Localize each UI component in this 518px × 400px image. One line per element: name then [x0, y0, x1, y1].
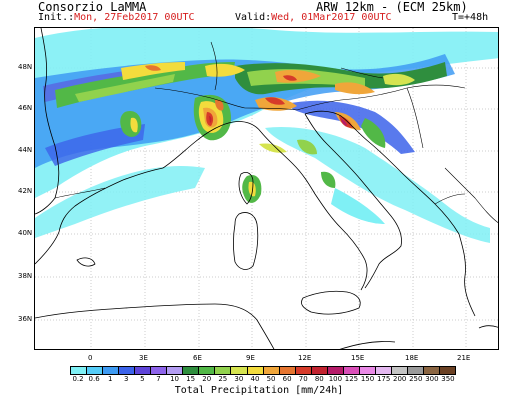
lon-label-6e: 6E	[193, 354, 202, 362]
colorbar-tick-labels: 0.2 0.6 1 3 5 7 10 15 20 25 30 40 50 60 70 80 100 125 150 1…	[70, 376, 456, 384]
valid-time: Valid:Wed, 01Mar2017 00UTC	[235, 13, 392, 23]
colorbar-cell	[294, 367, 311, 374]
colorbar-cell	[214, 367, 231, 374]
lon-label-0: 0	[88, 354, 93, 362]
valid-label: Valid:	[235, 12, 272, 23]
precipitation-field	[35, 28, 498, 243]
lat-label-38n: 38N	[18, 272, 33, 280]
colorbar-tick-label: 50	[266, 375, 276, 383]
colorbar-tick-label: 60	[282, 375, 292, 383]
colorbar-cell	[230, 367, 247, 374]
lon-label-18e: 18E	[405, 354, 419, 362]
map-header: Consorzio LaMMA ARW 12km - (ECM 25km) In…	[0, 0, 518, 40]
colorbar-tick-label: 0.6	[88, 375, 100, 383]
colorbar-tick-label: 80	[314, 375, 324, 383]
lat-label-46n: 46N	[18, 104, 33, 112]
colorbar-cell	[310, 367, 327, 374]
colorbar-cell	[326, 367, 343, 374]
colorbar-cell	[86, 367, 103, 374]
colorbar-tick-label: 100	[328, 375, 343, 383]
colorbar-tick-label: 70	[298, 375, 308, 383]
colorbar-cell	[358, 367, 375, 374]
colorbar-cell	[406, 367, 424, 374]
lat-label-36n: 36N	[18, 315, 33, 323]
colorbar-cell	[182, 367, 199, 374]
lon-label-9e: 9E	[246, 354, 255, 362]
lat-label-40n: 40N	[18, 229, 33, 237]
colorbar-cell	[246, 367, 263, 374]
colorbar-cell	[439, 367, 456, 374]
colorbar-tick-label: 150	[360, 375, 375, 383]
colorbar-cell	[118, 367, 135, 374]
colorbar-cell	[71, 367, 87, 374]
colorbar-tick-label: 15	[186, 375, 196, 383]
colorbar-tick-label: 5	[140, 375, 145, 383]
precipitation-map	[34, 27, 499, 350]
colorbar-tick-label: 0.2	[72, 375, 84, 383]
colorbar-tick-label: 20	[202, 375, 212, 383]
colorbar-tick-label: 25	[218, 375, 228, 383]
model-title: ARW 12km - (ECM 25km)	[316, 0, 468, 14]
lon-label-3e: 3E	[139, 354, 148, 362]
colorbar-cell	[374, 367, 391, 374]
organization-title: Consorzio LaMMA	[38, 0, 147, 14]
forecast-timestep: T=+48h	[452, 12, 489, 23]
colorbar-cell	[278, 367, 295, 374]
init-label: Init.:	[38, 12, 75, 23]
init-value: Mon, 27Feb2017 00UTC	[74, 12, 195, 23]
colorbar-cell	[150, 367, 167, 374]
lat-label-48n: 48N	[18, 63, 33, 71]
borders	[54, 41, 498, 223]
colorbar-cell	[134, 367, 151, 374]
colorbar-tick-label: 10	[170, 375, 179, 383]
colorbar-tick-label: 3	[124, 375, 129, 383]
colorbar-tick-label: 30	[234, 375, 244, 383]
lat-label-42n: 42N	[18, 187, 33, 195]
colorbar-cell	[166, 367, 183, 374]
precipitation-colorbar	[70, 366, 456, 375]
colorbar-tick-label: 350	[441, 375, 455, 383]
colorbar-cell	[342, 367, 359, 374]
lon-label-12e: 12E	[298, 354, 312, 362]
colorbar-tick-label: 125	[344, 375, 359, 383]
lat-label-44n: 44N	[18, 146, 33, 154]
colorbar-tick-label: 300	[425, 375, 439, 383]
colorbar-cell	[390, 367, 407, 374]
lon-label-21e: 21E	[457, 354, 471, 362]
colorbar-tick-label: 175	[376, 375, 391, 383]
coastlines	[35, 28, 498, 349]
colorbar-tick-label: 250	[409, 375, 423, 383]
colorbar-cell	[262, 367, 279, 374]
colorbar-cell	[198, 367, 215, 374]
colorbar-tick-label: 1	[107, 375, 113, 383]
map-canvas	[35, 28, 498, 349]
init-time: Init.:Mon, 27Feb2017 00UTC	[38, 13, 195, 23]
colorbar-cell	[102, 367, 119, 374]
lon-label-15e: 15E	[351, 354, 365, 362]
legend-title: Total Precipitation [mm/24h]	[174, 385, 344, 396]
colorbar-tick-label: 7	[156, 375, 161, 383]
colorbar-tick-label: 200	[393, 375, 407, 383]
valid-value: Wed, 01Mar2017 00UTC	[271, 12, 392, 23]
colorbar-cell	[423, 367, 440, 374]
colorbar-tick-label: 40	[250, 375, 260, 383]
